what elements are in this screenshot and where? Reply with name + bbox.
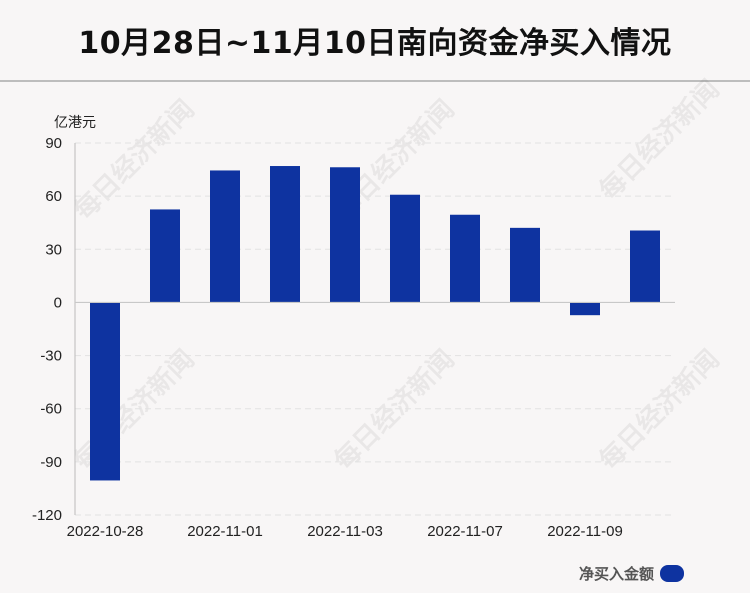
legend-label: 净买入金额 — [578, 565, 654, 583]
y-tick-label: 60 — [45, 188, 62, 205]
y-axis-unit-label: 亿港元 — [54, 115, 96, 131]
bar — [270, 166, 300, 303]
bar — [150, 209, 180, 303]
bar — [330, 167, 360, 303]
y-tick-label: 30 — [45, 241, 62, 258]
chart-title: 10月28日~11月10日南向资金净买入情况 — [78, 26, 672, 61]
y-tick-label: 0 — [54, 294, 62, 311]
title-divider — [0, 80, 750, 82]
bar — [630, 230, 660, 303]
y-tick-label: -60 — [40, 401, 62, 418]
bar — [510, 227, 540, 303]
x-tick-label: 2022-11-01 — [187, 523, 263, 540]
y-tick-label: -30 — [40, 348, 62, 365]
x-tick-label: 2022-11-03 — [307, 523, 383, 540]
bar — [570, 302, 600, 316]
bar — [450, 214, 480, 303]
y-tick-label: -120 — [32, 507, 62, 524]
x-tick-label: 2022-11-09 — [547, 523, 623, 540]
x-tick-label: 2022-11-07 — [427, 523, 503, 540]
legend-swatch — [660, 565, 684, 582]
bar — [90, 302, 120, 481]
bar — [210, 170, 240, 303]
legend: 净买入金额 — [579, 563, 684, 584]
x-tick-label: 2022-10-28 — [67, 523, 144, 540]
y-tick-label: -90 — [40, 454, 62, 471]
y-tick-label: 90 — [45, 135, 62, 152]
bar — [390, 194, 420, 303]
